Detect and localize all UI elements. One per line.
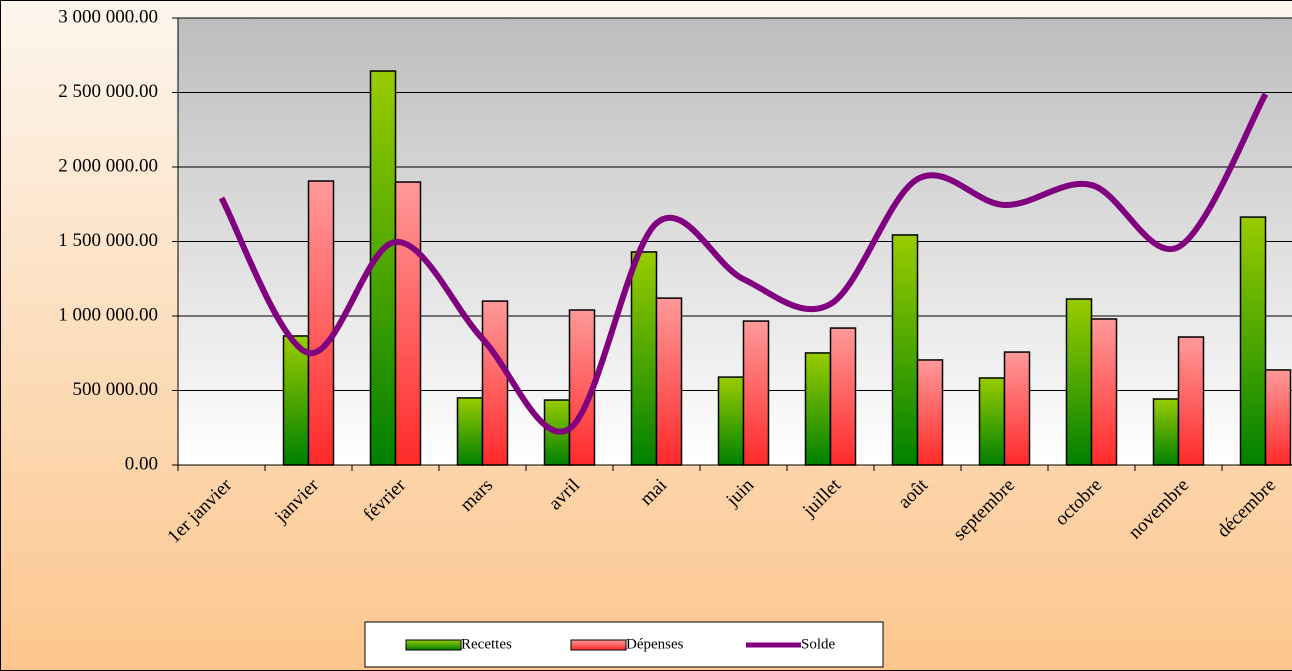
y-tick-label: 1 500 000.00 — [58, 230, 158, 251]
bar — [456, 397, 484, 466]
legend: Recettes Dépenses Solde — [364, 621, 884, 668]
y-tick-label: 500 000.00 — [73, 379, 159, 400]
bar — [630, 251, 658, 466]
bar — [829, 327, 857, 466]
bar — [1065, 298, 1093, 466]
bar — [916, 359, 944, 466]
y-tick-label: 3 000 000.00 — [58, 6, 158, 27]
bar — [1264, 369, 1292, 466]
bar — [481, 300, 509, 466]
bar — [804, 352, 832, 466]
bar — [1239, 216, 1267, 466]
bar — [394, 181, 422, 466]
bar — [1003, 351, 1031, 466]
bar — [1152, 398, 1180, 466]
y-tick-label: 1 000 000.00 — [58, 304, 158, 325]
bar — [282, 335, 310, 466]
legend-label: Recettes — [461, 636, 512, 652]
legend-swatch — [405, 639, 462, 651]
bar — [655, 297, 683, 466]
y-tick-label: 2 000 000.00 — [58, 155, 158, 176]
line — [218, 92, 1269, 435]
y-tick-label: 0.00 — [125, 453, 158, 474]
bar — [307, 180, 335, 466]
bar — [369, 70, 397, 466]
bar — [742, 320, 770, 466]
y-tick-label: 2 500 000.00 — [58, 81, 158, 102]
bar — [978, 377, 1006, 466]
legend-label: Dépenses — [626, 636, 684, 652]
bar — [1177, 336, 1205, 466]
bar — [717, 376, 745, 466]
bar — [1090, 318, 1118, 466]
legend-swatch — [570, 639, 627, 651]
bar — [891, 234, 919, 466]
legend-label: Solde — [801, 636, 836, 652]
